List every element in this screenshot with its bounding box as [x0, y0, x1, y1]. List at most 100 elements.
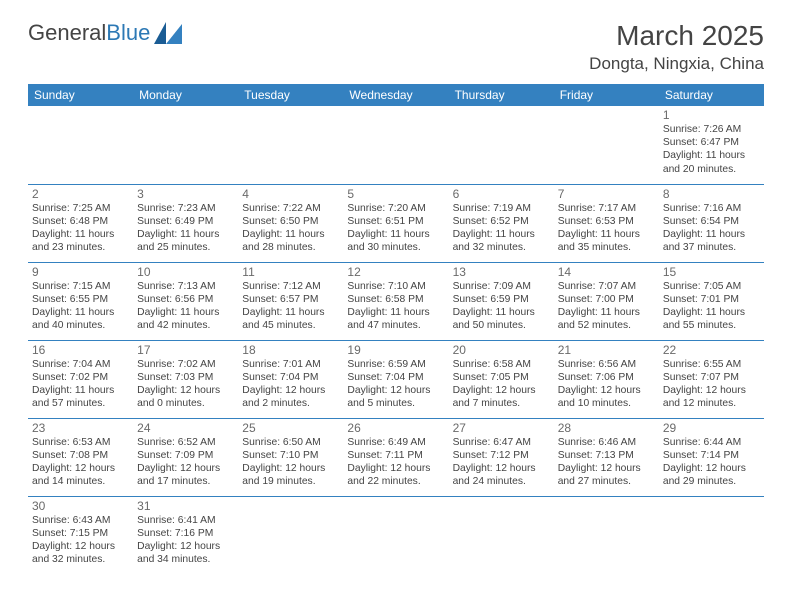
- day-number: 17: [137, 343, 234, 357]
- calendar-cell: [238, 496, 343, 574]
- calendar-cell: 10Sunrise: 7:13 AMSunset: 6:56 PMDayligh…: [133, 262, 238, 340]
- day-number: 24: [137, 421, 234, 435]
- calendar-row: 9Sunrise: 7:15 AMSunset: 6:55 PMDaylight…: [28, 262, 764, 340]
- day-number: 4: [242, 187, 339, 201]
- day-number: 27: [453, 421, 550, 435]
- calendar-cell: 26Sunrise: 6:49 AMSunset: 7:11 PMDayligh…: [343, 418, 448, 496]
- calendar-cell: 19Sunrise: 6:59 AMSunset: 7:04 PMDayligh…: [343, 340, 448, 418]
- day-number: 28: [558, 421, 655, 435]
- logo-text: GeneralBlue: [28, 20, 150, 46]
- day-number: 13: [453, 265, 550, 279]
- calendar-cell: [449, 106, 554, 184]
- day-detail: Sunrise: 6:52 AMSunset: 7:09 PMDaylight:…: [137, 436, 234, 489]
- calendar-cell: 17Sunrise: 7:02 AMSunset: 7:03 PMDayligh…: [133, 340, 238, 418]
- day-detail: Sunrise: 7:13 AMSunset: 6:56 PMDaylight:…: [137, 280, 234, 333]
- day-detail: Sunrise: 7:17 AMSunset: 6:53 PMDaylight:…: [558, 202, 655, 255]
- logo: GeneralBlue: [28, 20, 184, 46]
- weekday-header: Friday: [554, 84, 659, 106]
- calendar-cell: 12Sunrise: 7:10 AMSunset: 6:58 PMDayligh…: [343, 262, 448, 340]
- calendar-cell: 27Sunrise: 6:47 AMSunset: 7:12 PMDayligh…: [449, 418, 554, 496]
- calendar-cell: 11Sunrise: 7:12 AMSunset: 6:57 PMDayligh…: [238, 262, 343, 340]
- calendar-row: 16Sunrise: 7:04 AMSunset: 7:02 PMDayligh…: [28, 340, 764, 418]
- day-detail: Sunrise: 6:49 AMSunset: 7:11 PMDaylight:…: [347, 436, 444, 489]
- day-number: 20: [453, 343, 550, 357]
- flag-icon: [154, 22, 184, 44]
- logo-text-blue: Blue: [106, 20, 150, 45]
- day-detail: Sunrise: 7:07 AMSunset: 7:00 PMDaylight:…: [558, 280, 655, 333]
- day-detail: Sunrise: 6:41 AMSunset: 7:16 PMDaylight:…: [137, 514, 234, 567]
- day-detail: Sunrise: 7:26 AMSunset: 6:47 PMDaylight:…: [663, 123, 760, 176]
- day-detail: Sunrise: 6:44 AMSunset: 7:14 PMDaylight:…: [663, 436, 760, 489]
- day-detail: Sunrise: 6:43 AMSunset: 7:15 PMDaylight:…: [32, 514, 129, 567]
- day-number: 23: [32, 421, 129, 435]
- day-number: 11: [242, 265, 339, 279]
- calendar-cell: 23Sunrise: 6:53 AMSunset: 7:08 PMDayligh…: [28, 418, 133, 496]
- weekday-header: Thursday: [449, 84, 554, 106]
- calendar-cell: [659, 496, 764, 574]
- calendar-cell: 24Sunrise: 6:52 AMSunset: 7:09 PMDayligh…: [133, 418, 238, 496]
- calendar-cell: 8Sunrise: 7:16 AMSunset: 6:54 PMDaylight…: [659, 184, 764, 262]
- weekday-header: Monday: [133, 84, 238, 106]
- day-detail: Sunrise: 6:59 AMSunset: 7:04 PMDaylight:…: [347, 358, 444, 411]
- day-number: 19: [347, 343, 444, 357]
- calendar-cell: [449, 496, 554, 574]
- calendar-cell: [28, 106, 133, 184]
- day-number: 30: [32, 499, 129, 513]
- calendar-body: 1Sunrise: 7:26 AMSunset: 6:47 PMDaylight…: [28, 106, 764, 574]
- day-detail: Sunrise: 7:09 AMSunset: 6:59 PMDaylight:…: [453, 280, 550, 333]
- day-number: 21: [558, 343, 655, 357]
- day-detail: Sunrise: 7:20 AMSunset: 6:51 PMDaylight:…: [347, 202, 444, 255]
- weekday-header: Wednesday: [343, 84, 448, 106]
- day-detail: Sunrise: 6:50 AMSunset: 7:10 PMDaylight:…: [242, 436, 339, 489]
- weekday-row: SundayMondayTuesdayWednesdayThursdayFrid…: [28, 84, 764, 106]
- day-detail: Sunrise: 7:12 AMSunset: 6:57 PMDaylight:…: [242, 280, 339, 333]
- day-number: 8: [663, 187, 760, 201]
- day-number: 14: [558, 265, 655, 279]
- day-detail: Sunrise: 7:04 AMSunset: 7:02 PMDaylight:…: [32, 358, 129, 411]
- day-number: 6: [453, 187, 550, 201]
- day-detail: Sunrise: 7:10 AMSunset: 6:58 PMDaylight:…: [347, 280, 444, 333]
- calendar-cell: 1Sunrise: 7:26 AMSunset: 6:47 PMDaylight…: [659, 106, 764, 184]
- weekday-header: Sunday: [28, 84, 133, 106]
- calendar-cell: 5Sunrise: 7:20 AMSunset: 6:51 PMDaylight…: [343, 184, 448, 262]
- day-detail: Sunrise: 7:22 AMSunset: 6:50 PMDaylight:…: [242, 202, 339, 255]
- calendar-cell: [238, 106, 343, 184]
- day-number: 3: [137, 187, 234, 201]
- month-title: March 2025: [589, 20, 764, 52]
- calendar-cell: 7Sunrise: 7:17 AMSunset: 6:53 PMDaylight…: [554, 184, 659, 262]
- day-number: 29: [663, 421, 760, 435]
- day-detail: Sunrise: 7:25 AMSunset: 6:48 PMDaylight:…: [32, 202, 129, 255]
- weekday-header: Tuesday: [238, 84, 343, 106]
- calendar-cell: [133, 106, 238, 184]
- calendar-cell: 28Sunrise: 6:46 AMSunset: 7:13 PMDayligh…: [554, 418, 659, 496]
- calendar-cell: 25Sunrise: 6:50 AMSunset: 7:10 PMDayligh…: [238, 418, 343, 496]
- day-number: 10: [137, 265, 234, 279]
- day-number: 26: [347, 421, 444, 435]
- day-number: 22: [663, 343, 760, 357]
- calendar-cell: [554, 106, 659, 184]
- calendar-cell: 4Sunrise: 7:22 AMSunset: 6:50 PMDaylight…: [238, 184, 343, 262]
- calendar-page: GeneralBlue March 2025 Dongta, Ningxia, …: [0, 0, 792, 584]
- day-detail: Sunrise: 6:58 AMSunset: 7:05 PMDaylight:…: [453, 358, 550, 411]
- calendar-cell: 22Sunrise: 6:55 AMSunset: 7:07 PMDayligh…: [659, 340, 764, 418]
- calendar-head: SundayMondayTuesdayWednesdayThursdayFrid…: [28, 84, 764, 106]
- calendar-cell: [343, 106, 448, 184]
- calendar-cell: 3Sunrise: 7:23 AMSunset: 6:49 PMDaylight…: [133, 184, 238, 262]
- day-number: 7: [558, 187, 655, 201]
- calendar-cell: 9Sunrise: 7:15 AMSunset: 6:55 PMDaylight…: [28, 262, 133, 340]
- calendar-cell: 16Sunrise: 7:04 AMSunset: 7:02 PMDayligh…: [28, 340, 133, 418]
- calendar-cell: 31Sunrise: 6:41 AMSunset: 7:16 PMDayligh…: [133, 496, 238, 574]
- day-detail: Sunrise: 7:23 AMSunset: 6:49 PMDaylight:…: [137, 202, 234, 255]
- day-detail: Sunrise: 7:05 AMSunset: 7:01 PMDaylight:…: [663, 280, 760, 333]
- calendar-cell: 18Sunrise: 7:01 AMSunset: 7:04 PMDayligh…: [238, 340, 343, 418]
- calendar-cell: 20Sunrise: 6:58 AMSunset: 7:05 PMDayligh…: [449, 340, 554, 418]
- calendar-table: SundayMondayTuesdayWednesdayThursdayFrid…: [28, 84, 764, 574]
- day-detail: Sunrise: 7:02 AMSunset: 7:03 PMDaylight:…: [137, 358, 234, 411]
- day-number: 18: [242, 343, 339, 357]
- day-detail: Sunrise: 6:53 AMSunset: 7:08 PMDaylight:…: [32, 436, 129, 489]
- day-detail: Sunrise: 7:16 AMSunset: 6:54 PMDaylight:…: [663, 202, 760, 255]
- title-block: March 2025 Dongta, Ningxia, China: [589, 20, 764, 74]
- calendar-cell: 2Sunrise: 7:25 AMSunset: 6:48 PMDaylight…: [28, 184, 133, 262]
- calendar-cell: 30Sunrise: 6:43 AMSunset: 7:15 PMDayligh…: [28, 496, 133, 574]
- logo-text-general: General: [28, 20, 106, 45]
